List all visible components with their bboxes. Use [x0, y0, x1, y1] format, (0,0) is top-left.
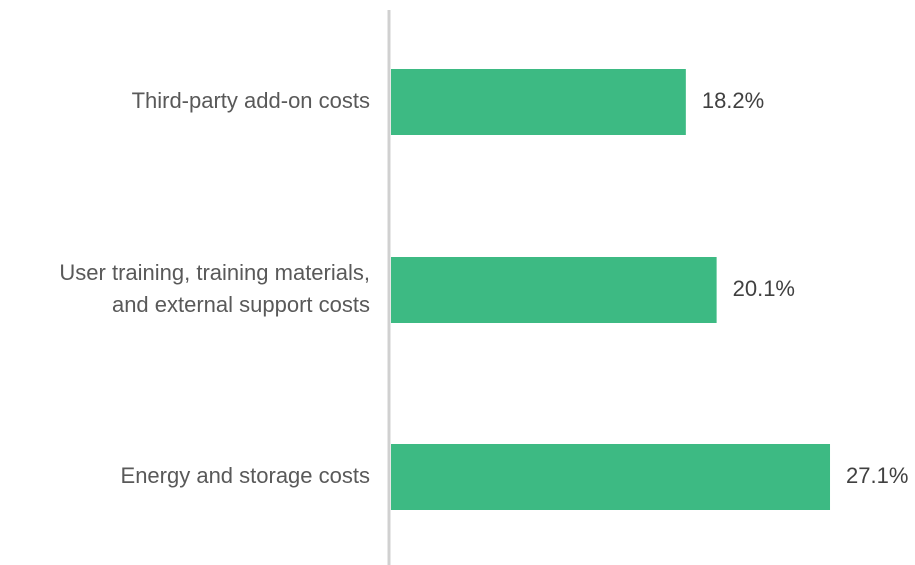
- value-label: 20.1%: [733, 276, 795, 301]
- bar: [391, 69, 686, 135]
- category-label: User training, training materials, and ex…: [59, 260, 370, 317]
- bar: [391, 444, 831, 510]
- category-label: Third-party add-on costs: [132, 88, 370, 113]
- value-label: 27.1%: [846, 463, 908, 488]
- bar: [391, 257, 717, 323]
- value-label: 18.2%: [702, 88, 764, 113]
- category-label: Energy and storage costs: [121, 463, 370, 488]
